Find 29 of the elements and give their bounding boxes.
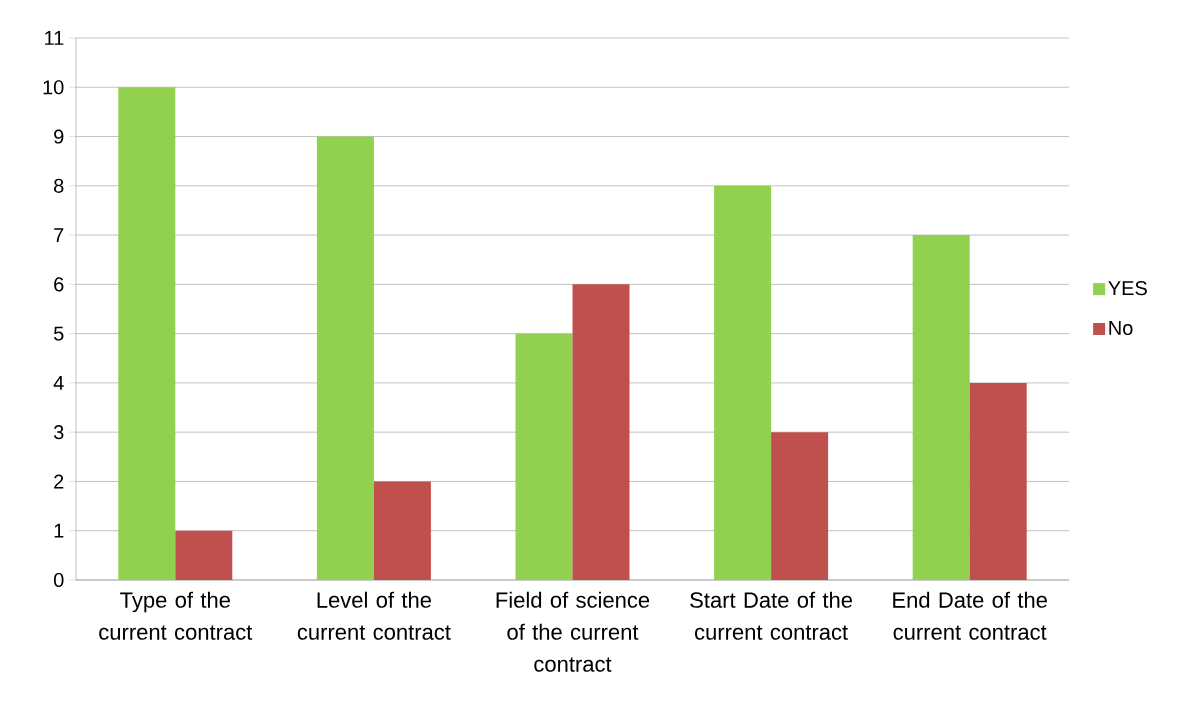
- y-tick-label: 8: [54, 178, 64, 193]
- x-tick-label: Start Date of the current contract: [690, 591, 853, 640]
- bar: [969, 382, 1027, 580]
- y-tick-label: 11: [45, 31, 64, 45]
- y-tick-label: 10: [43, 80, 64, 95]
- legend-label: YES: [1108, 281, 1147, 296]
- x-tick-label: End Date of the current contract: [893, 591, 1047, 640]
- bar: [771, 432, 829, 580]
- y-tick-label: 9: [54, 129, 64, 144]
- y-tick-label: 5: [53, 326, 64, 341]
- y-tick-label: 4: [53, 376, 64, 390]
- bar: [118, 87, 176, 580]
- y-tick-label: 7: [54, 228, 64, 242]
- legend-label: No: [1109, 321, 1133, 336]
- y-tick-label: 0: [53, 572, 64, 588]
- y-tick-label: 2: [54, 474, 64, 489]
- x-tick-label: Field of science of the current contract: [496, 591, 650, 672]
- y-tick-label: 3: [53, 425, 64, 440]
- bar: [572, 284, 630, 580]
- bar: [912, 235, 970, 580]
- bar: [373, 481, 431, 580]
- x-tick-label: Level of the current contract: [297, 591, 451, 640]
- y-tick-label: 6: [54, 277, 64, 292]
- x-tick-label: Type of the current contract: [99, 591, 253, 640]
- y-tick-label: 1: [54, 523, 64, 538]
- bar: [175, 530, 233, 580]
- bar: [316, 136, 374, 580]
- bar: [714, 185, 772, 580]
- bar: [515, 333, 573, 580]
